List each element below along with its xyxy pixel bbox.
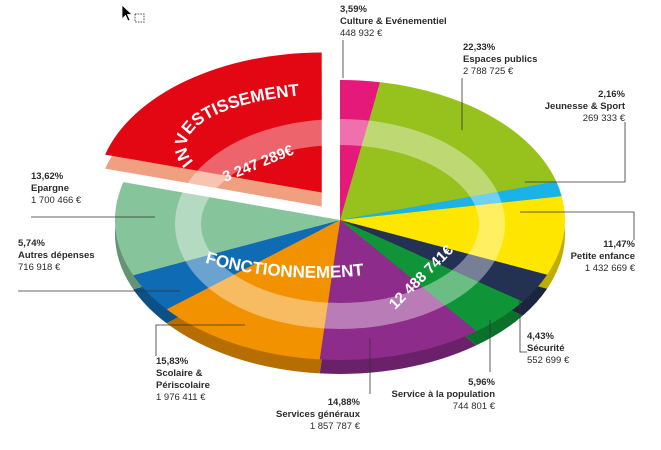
- slice-scolaire: [166, 220, 340, 360]
- slice-securite: [340, 220, 548, 302]
- slice-petite: [340, 196, 565, 275]
- slice-jeunesse: [340, 181, 562, 220]
- mouse-cursor-icon: [121, 4, 145, 23]
- leader-line-petite: [520, 211, 635, 240]
- slice-generaux: [319, 220, 477, 360]
- label-epargne: 13,62% Epargne 1 700 466 €: [31, 171, 82, 206]
- label-securite: 4,43% Sécurité 552 699 €: [527, 331, 570, 366]
- slice-epargne: [114, 182, 341, 276]
- pie-slices: [114, 79, 565, 360]
- label-espaces-publics: 22,33% Espaces publics 2 788 725 €: [463, 42, 538, 77]
- ring-overlay: [175, 119, 505, 329]
- label-culture: 3,59% Culture & Evénementiel 448 932 €: [340, 4, 447, 39]
- label-petite-enfance: 11,47% Petite enfance 1 432 669 €: [570, 239, 635, 274]
- label-scolaire-periscolaire: 15,83% Scolaire & Périscolaire 1 976 411…: [156, 356, 210, 403]
- slice-culture: [340, 79, 381, 220]
- slice-autres: [133, 220, 340, 310]
- slice-investissement: [105, 52, 322, 193]
- label-autres-depenses: 5,74% Autres dépenses 716 918 €: [18, 238, 95, 273]
- slice-service: [340, 220, 523, 332]
- leader-line-scolaire: [155, 324, 245, 356]
- leader-lines: [18, 40, 635, 394]
- label-services-generaux: 14,88% Services généraux 1 857 787 €: [276, 397, 360, 432]
- investissement-slice-group: [105, 52, 322, 207]
- leader-line-jeunesse: [525, 122, 626, 183]
- slice-espaces: [340, 82, 557, 220]
- leader-line-securite: [499, 269, 527, 353]
- label-service-population: 5,96% Service à la population 744 801 €: [391, 377, 495, 412]
- label-jeunesse-sport: 2,16% Jeunesse & Sport 269 333 €: [544, 89, 625, 124]
- ring-fonctionnement: [175, 119, 505, 329]
